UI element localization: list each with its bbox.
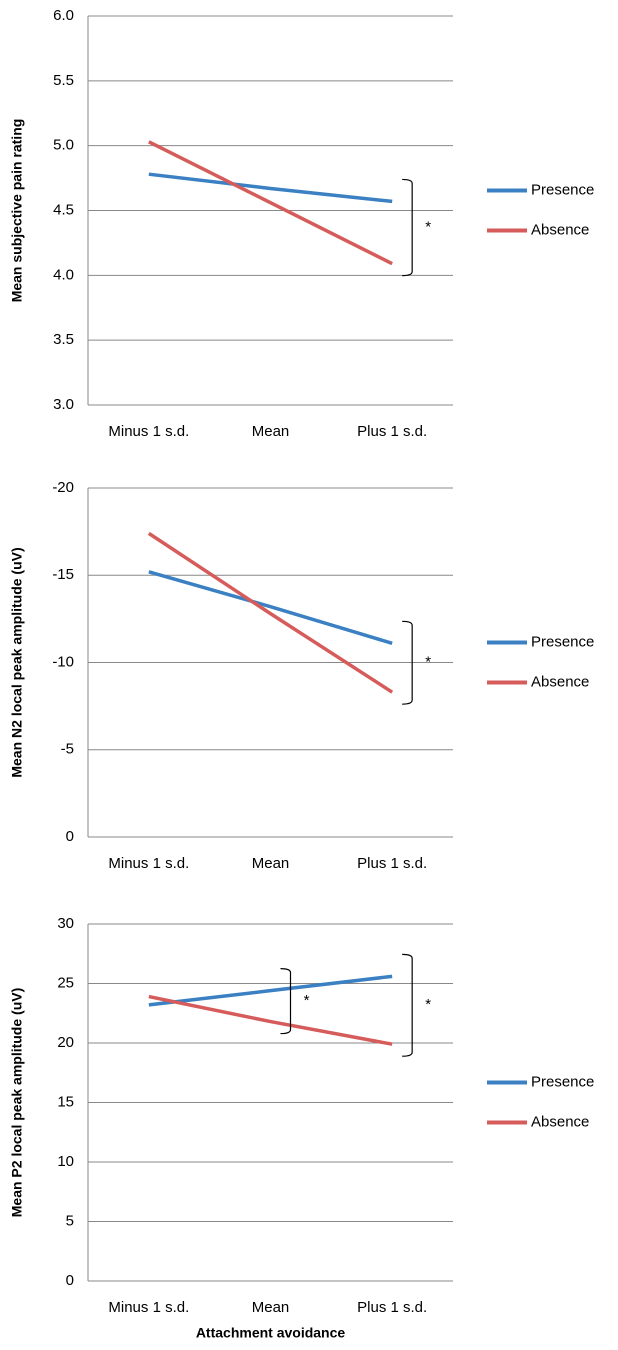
series-line [148, 172, 393, 204]
annotation: * [304, 992, 310, 1009]
y-tick-label: 3.0 [53, 396, 74, 413]
y-tick-label: 10 [57, 1153, 74, 1170]
x-tick-label: Plus 1 s.d. [357, 855, 427, 872]
y-tick-label: -15 [52, 566, 74, 583]
x-tick-label: Mean [252, 423, 290, 440]
x-tick-label: Minus 1 s.d. [108, 1299, 189, 1316]
x-tick-label: Mean [252, 1299, 290, 1316]
legend-label: Absence [531, 221, 589, 238]
y-tick-label: -10 [52, 653, 74, 670]
annotation: * [425, 996, 431, 1013]
y-tick-label: 0 [66, 1272, 74, 1289]
bracket [402, 178, 413, 277]
y-tick-label: -20 [52, 479, 74, 496]
y-tick-label: 15 [57, 1093, 74, 1110]
y-tick-label: 25 [57, 974, 74, 991]
y-tick-label: 6.0 [53, 7, 74, 24]
y-tick-label: 5.0 [53, 137, 74, 154]
x-tick-label: Minus 1 s.d. [108, 855, 189, 872]
y-axis-title: Mean N2 local peak amplitude (uV) [9, 547, 25, 777]
y-axis-title: Mean subjective pain rating [9, 119, 25, 303]
y-tick-label: -5 [61, 741, 74, 758]
bracket [280, 968, 292, 1035]
y-tick-label: 0 [66, 828, 74, 845]
series-line [148, 974, 393, 1007]
y-tick-label: 3.5 [53, 331, 74, 348]
x-tick-label: Plus 1 s.d. [357, 423, 427, 440]
y-tick-label: 4.0 [53, 266, 74, 283]
legend-label: Presence [531, 1073, 594, 1090]
x-tick-label: Plus 1 s.d. [357, 1299, 427, 1316]
y-tick-label: 5.5 [53, 72, 74, 89]
annotation: * [425, 219, 431, 236]
y-tick-label: 20 [57, 1034, 74, 1051]
annotation: * [425, 654, 431, 671]
x-axis-title: Attachment avoidance [196, 1325, 346, 1341]
x-tick-label: Mean [252, 855, 290, 872]
bracket [402, 953, 413, 1057]
bracket [402, 620, 413, 705]
x-tick-label: Minus 1 s.d. [108, 423, 189, 440]
series-line [148, 570, 393, 645]
series-line [147, 531, 394, 694]
series-line [148, 994, 393, 1046]
y-axis-title: Mean P2 local peak amplitude (uV) [9, 988, 25, 1218]
legend-label: Absence [531, 1113, 589, 1130]
y-tick-label: 4.5 [53, 201, 74, 218]
series-line [148, 140, 393, 266]
legend-label: Presence [531, 633, 594, 650]
legend-label: Absence [531, 673, 589, 690]
y-tick-label: 5 [66, 1212, 74, 1229]
legend-label: Presence [531, 181, 594, 198]
y-tick-label: 30 [57, 915, 74, 932]
